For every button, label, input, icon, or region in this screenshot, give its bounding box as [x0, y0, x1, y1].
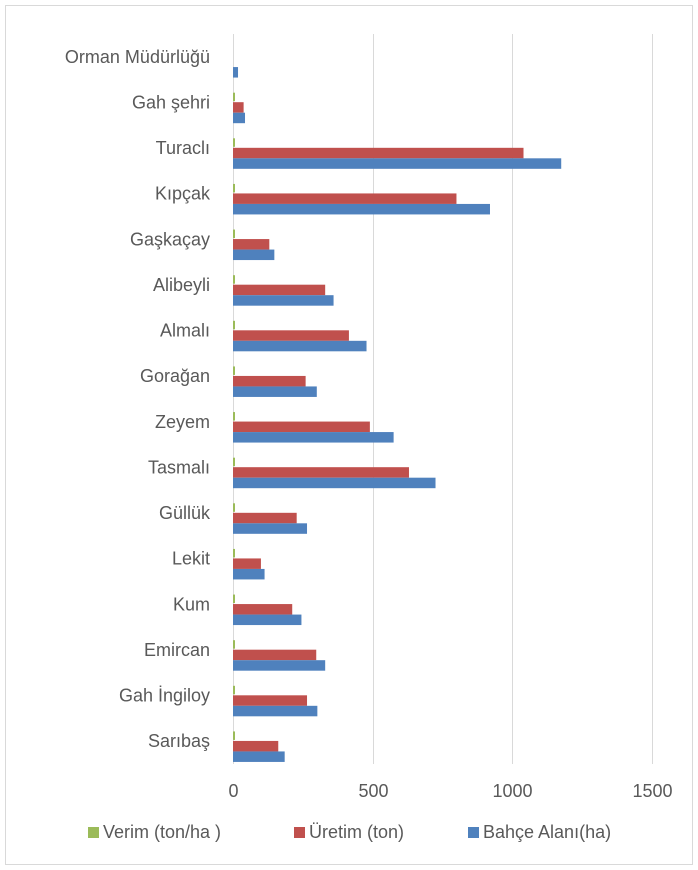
- x-tick-label: 0: [228, 781, 238, 801]
- bar-uretim: [233, 558, 261, 569]
- legend-label: Bahçe Alanı(ha): [483, 822, 611, 842]
- bar-bahce-alani: [233, 340, 367, 352]
- category-label: Emircan: [144, 640, 210, 660]
- bar-uretim: [233, 604, 293, 615]
- category-label: Kıpçak: [155, 184, 211, 204]
- bar-verim: [233, 183, 235, 193]
- bar-uretim: [233, 421, 370, 433]
- bar-uretim: [233, 649, 317, 661]
- legend-item: Bahçe Alanı(ha): [468, 822, 611, 842]
- bar-uretim: [233, 512, 297, 524]
- bar-verim: [233, 731, 235, 740]
- legend-swatch: [468, 827, 479, 838]
- bar-uretim: [233, 467, 409, 478]
- bar-verim: [233, 138, 235, 147]
- bar-uretim: [233, 102, 244, 113]
- legend-item: Üretim (ton): [294, 822, 404, 842]
- category-label: Turaclı: [156, 138, 210, 158]
- category-label: Gorağan: [140, 366, 210, 386]
- bar-verim: [233, 229, 235, 239]
- category-label: Gah şehri: [132, 92, 210, 112]
- bar-verim: [233, 320, 235, 330]
- category-label: Tasmalı: [148, 457, 210, 477]
- bar-uretim: [233, 193, 457, 204]
- bar-bahce-alani: [233, 523, 308, 534]
- bar-verim: [233, 366, 235, 375]
- bar-bahce-alani: [233, 295, 334, 306]
- bar-bahce-alani: [233, 477, 436, 489]
- category-label: Kum: [173, 594, 210, 614]
- category-label: Gaşkaçay: [130, 229, 210, 249]
- legend-swatch: [88, 827, 99, 838]
- x-tick-label: 1500: [632, 781, 672, 801]
- bar-uretim: [233, 284, 326, 296]
- category-labels: Orman Müdürlüğü Gah şehri Turaclı Kıpçak Gaş…: [65, 47, 211, 751]
- legend-swatch: [294, 827, 305, 838]
- bar-bahce-alani: [233, 432, 394, 443]
- bar-verim: [233, 92, 235, 102]
- category-label: Zeyem: [155, 412, 210, 432]
- legend-label: Verim (ton/ha ): [103, 822, 221, 842]
- bar-bahce-alani: [233, 705, 318, 717]
- category-label: Gah İngiloy: [119, 686, 210, 706]
- bar-bahce-alani: [233, 568, 265, 580]
- legend-item: Verim (ton/ha ): [88, 822, 221, 842]
- bar-verim: [233, 640, 235, 649]
- bar-bahce-alani: [233, 751, 285, 762]
- bar-chart: Orman Müdürlüğü Gah şehri Turaclı Kıpçak Gaş…: [65, 34, 673, 842]
- bar-verim: [233, 503, 235, 512]
- bar-verim: [233, 275, 235, 284]
- bar-verim: [233, 685, 235, 695]
- category-label: Güllük: [159, 503, 211, 523]
- bar-bahce-alani: [233, 67, 239, 78]
- category-label: Lekit: [172, 549, 210, 569]
- bars: [233, 67, 562, 762]
- bar-uretim: [233, 330, 349, 341]
- bar-uretim: [233, 239, 270, 250]
- category-label: Orman Müdürlüğü: [65, 47, 210, 67]
- category-label: Sarıbaş: [148, 731, 210, 751]
- chart-area: Orman Müdürlüğü Gah şehri Turaclı Kıpçak Gaş…: [5, 5, 693, 865]
- bar-verim: [233, 548, 235, 558]
- bar-verim: [233, 457, 235, 467]
- bar-bahce-alani: [233, 614, 302, 626]
- category-label: Alibeyli: [153, 275, 210, 295]
- bar-bahce-alani: [233, 249, 275, 261]
- bar-uretim: [233, 147, 524, 159]
- legend-label: Üretim (ton): [309, 822, 404, 842]
- category-label: Almalı: [160, 321, 210, 341]
- x-tick-label: 500: [358, 781, 388, 801]
- bar-bahce-alani: [233, 660, 326, 671]
- bar-bahce-alani: [233, 158, 562, 169]
- bar-bahce-alani: [233, 112, 246, 124]
- bar-bahce-alani: [233, 203, 490, 215]
- bar-uretim: [233, 740, 279, 752]
- x-tick-label: 1000: [492, 781, 532, 801]
- bar-bahce-alani: [233, 386, 317, 397]
- bar-verim: [233, 412, 235, 421]
- bar-verim: [233, 594, 235, 604]
- legend: Verim (ton/ha ) Üretim (ton) Bahçe Alanı(h…: [88, 822, 611, 842]
- bar-uretim: [233, 695, 308, 706]
- x-tick-labels: 0 500 1000 1500: [228, 781, 672, 801]
- bar-uretim: [233, 375, 306, 387]
